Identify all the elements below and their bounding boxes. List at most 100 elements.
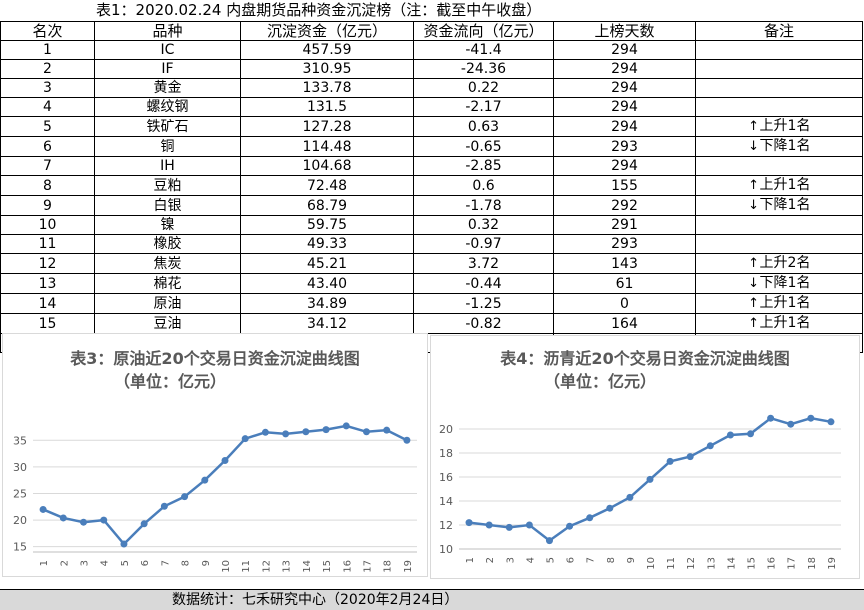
table-row: 10 镍 59.75 0.32 291 — [0, 215, 863, 235]
note-text: 上升1名 — [759, 177, 811, 193]
fund-cell: 133.78 — [240, 78, 414, 98]
fund-cell: 457.59 — [240, 40, 414, 60]
y-tick-label: 30 — [13, 461, 27, 474]
data-point — [302, 428, 310, 436]
fund-cell: 114.48 — [240, 136, 414, 157]
table-row: 13 棉花 43.40 -0.44 61 ↓下降1名 — [0, 273, 863, 294]
note-cell — [695, 234, 863, 254]
note-cell: ↑上升2名 — [695, 253, 863, 274]
x-tick-label: 6 — [140, 560, 151, 566]
days-cell: 155 — [553, 175, 696, 196]
note-cell: ↓下降1名 — [695, 136, 863, 157]
note-cell — [695, 40, 863, 60]
x-tick-label: 17 — [362, 560, 373, 573]
note-text: 上升1名 — [759, 118, 811, 134]
x-tick-label: 13 — [706, 557, 717, 570]
data-point — [787, 420, 795, 428]
days-cell: 294 — [553, 59, 696, 79]
name-cell: 原油 — [94, 293, 241, 314]
x-tick-label: 19 — [827, 557, 838, 570]
flow-cell: -0.65 — [413, 136, 554, 157]
x-tick-label: 11 — [241, 560, 252, 573]
table-row: 6 铜 114.48 -0.65 293 ↓下降1名 — [0, 136, 863, 157]
note-cell: ↓下降1名 — [695, 273, 863, 294]
data-point — [160, 502, 168, 510]
x-tick-label: 16 — [767, 557, 778, 570]
rank-cell: 5 — [0, 116, 95, 137]
x-tick-label: 11 — [666, 557, 677, 570]
rank-cell: 2 — [0, 59, 95, 79]
name-cell: 橡胶 — [94, 234, 241, 254]
chart-subtitle: （单位：亿元） — [544, 372, 656, 391]
table-title: 表1：2020.02.24 内盘期货品种资金沉淀榜（注：截至中午收盘） — [0, 0, 864, 21]
data-point — [140, 520, 148, 528]
header-name: 品种 — [94, 21, 241, 41]
x-tick-label: 7 — [160, 560, 171, 566]
table-row: 8 豆粕 72.48 0.6 155 ↑上升1名 — [0, 175, 863, 196]
note-cell: ↑上升1名 — [695, 175, 863, 196]
arrow-up-icon: ↑ — [748, 296, 759, 311]
data-point — [181, 493, 189, 501]
x-tick-label: 14 — [726, 557, 737, 570]
name-cell: 白银 — [94, 195, 241, 216]
flow-cell: -1.78 — [413, 195, 554, 216]
data-point — [342, 422, 350, 430]
data-point — [626, 493, 634, 501]
table-title-text: 表1：2020.02.24 内盘期货品种资金沉淀榜（注：截至中午收盘） — [96, 1, 542, 19]
name-cell: 豆油 — [94, 313, 241, 334]
x-tick-label: 15 — [322, 560, 333, 573]
data-point — [221, 456, 229, 464]
data-point — [485, 521, 493, 529]
name-cell: 铁矿石 — [94, 116, 241, 137]
data-point — [686, 453, 694, 461]
x-tick-label: 14 — [302, 560, 313, 573]
name-cell: 焦炭 — [94, 253, 241, 274]
days-cell: 291 — [553, 215, 696, 235]
fund-cell: 127.28 — [240, 116, 414, 137]
data-point — [706, 442, 714, 450]
rank-cell: 6 — [0, 136, 95, 157]
note-text: 下降1名 — [759, 275, 811, 291]
arrow-up-icon: ↑ — [748, 256, 759, 271]
x-tick-label: 18 — [383, 560, 394, 573]
table-row: 4 螺纹钢 131.5 -2.17 294 — [0, 97, 863, 117]
table-row: 5 铁矿石 127.28 0.63 294 ↑上升1名 — [0, 116, 863, 137]
name-cell: IF — [94, 59, 241, 79]
name-cell: 豆粕 — [94, 175, 241, 196]
flow-cell: -2.17 — [413, 97, 554, 117]
arrow-up-icon: ↑ — [748, 178, 759, 193]
data-point — [525, 521, 533, 529]
chart-subtitle: （单位：亿元） — [114, 372, 226, 391]
note-text: 下降1名 — [759, 138, 811, 154]
rank-cell: 7 — [0, 156, 95, 176]
note-text: 下降1名 — [759, 197, 811, 213]
x-tick-label: 9 — [201, 560, 212, 566]
y-tick-label: 20 — [13, 514, 27, 527]
rank-cell: 9 — [0, 195, 95, 216]
note-cell: ↑上升1名 — [695, 293, 863, 314]
chart-title: 表3：原油近20个交易日资金沉淀曲线图 — [69, 349, 359, 368]
note-cell — [695, 97, 863, 117]
name-cell: 铜 — [94, 136, 241, 157]
table-row: 1 IC 457.59 -41.4 294 — [0, 40, 863, 60]
footer: 数据统计：七禾研究中心（2020年2月24日） — [0, 589, 864, 610]
data-point — [241, 435, 249, 443]
table-row: 14 原油 34.89 -1.25 0 ↑上升1名 — [0, 293, 863, 314]
rank-cell: 10 — [0, 215, 95, 235]
x-tick-label: 5 — [120, 560, 131, 566]
x-tick-label: 2 — [59, 560, 70, 566]
table-row: 7 IH 104.68 -2.85 294 — [0, 156, 863, 176]
x-tick-label: 12 — [261, 560, 272, 573]
y-tick-label: 35 — [13, 434, 27, 447]
table-row: 3 黄金 133.78 0.22 294 — [0, 78, 863, 98]
x-tick-label: 12 — [686, 557, 697, 570]
x-tick-label: 9 — [626, 557, 637, 563]
note-cell — [695, 156, 863, 176]
days-cell: 294 — [553, 97, 696, 117]
data-point — [59, 514, 67, 522]
x-tick-label: 10 — [646, 557, 657, 570]
rank-cell: 3 — [0, 78, 95, 98]
flow-cell: -41.4 — [413, 40, 554, 60]
